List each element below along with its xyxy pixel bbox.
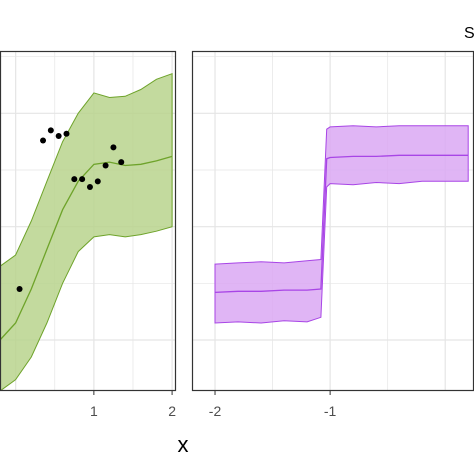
left-data-point xyxy=(118,159,125,166)
left-plot-area xyxy=(0,51,176,391)
right-mean-line xyxy=(214,154,469,294)
left-x-tick-label: 1 xyxy=(90,403,98,419)
right-x-tick-label: -2 xyxy=(209,403,222,419)
left-data-point xyxy=(79,176,86,183)
left-data-point xyxy=(63,130,70,137)
left-x-tick-label: 2 xyxy=(168,403,176,419)
left-data-point xyxy=(55,133,62,139)
left-data-point xyxy=(71,176,78,183)
right-panel: -2 -1 xyxy=(191,50,474,419)
left-data-point xyxy=(86,184,93,190)
x-axis-title: x xyxy=(178,432,189,457)
left-data-point xyxy=(47,127,54,134)
right-x-tick-label: -1 xyxy=(324,403,337,419)
left-data-point xyxy=(94,178,101,185)
left-confidence-band xyxy=(0,72,173,391)
right-confidence-band xyxy=(214,125,469,324)
left-data-point xyxy=(16,286,23,292)
left-data-point xyxy=(110,144,117,151)
left-data-point xyxy=(40,137,47,144)
right-plot-area xyxy=(192,51,474,391)
left-data-point xyxy=(102,162,109,169)
left-frame xyxy=(0,50,177,392)
corner-label: S xyxy=(464,25,474,42)
left-mean-line xyxy=(0,155,173,341)
